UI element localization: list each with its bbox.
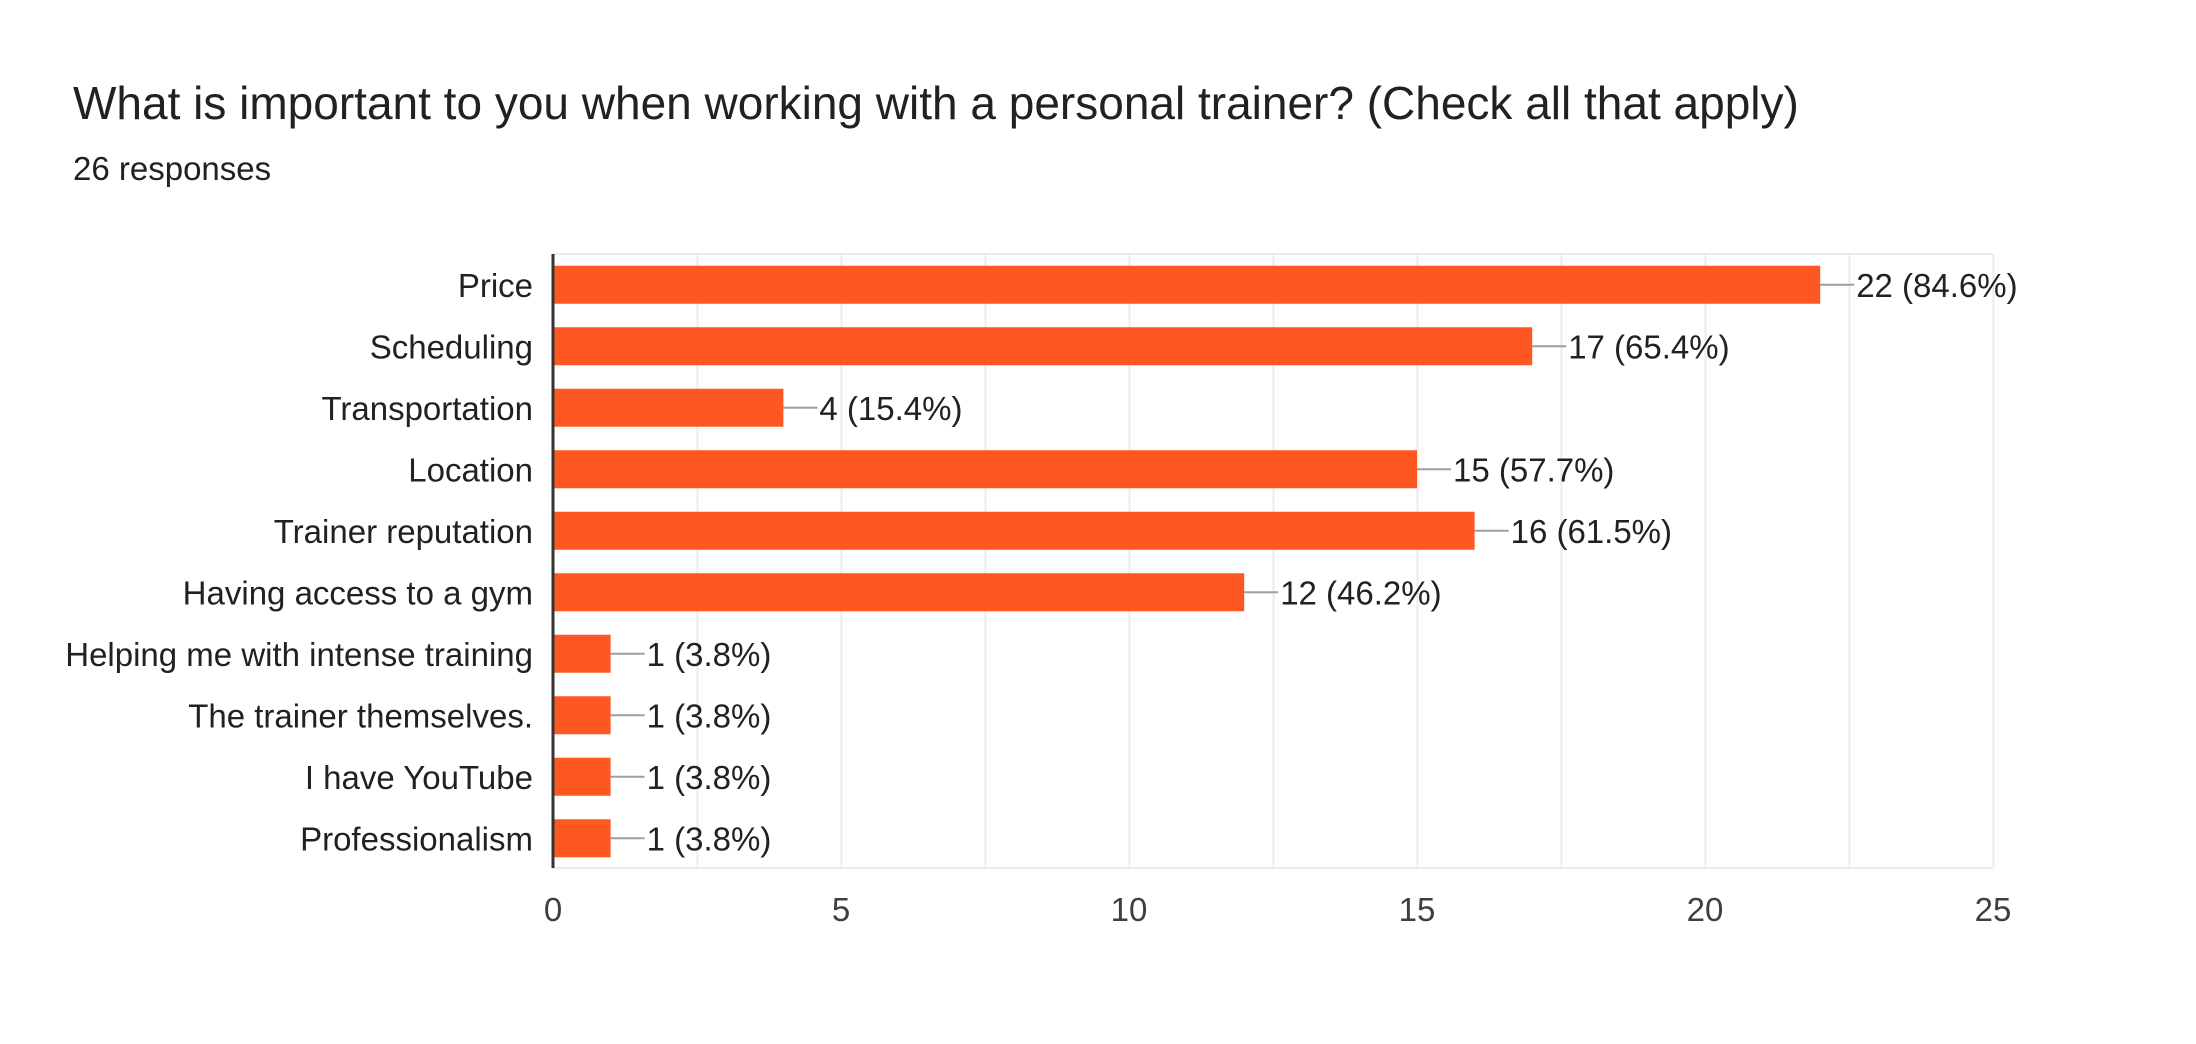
- bar: [553, 757, 611, 796]
- bar: [553, 265, 1821, 304]
- chart-title: What is important to you when working wi…: [73, 77, 1799, 129]
- response-count: 26 responses: [73, 150, 272, 187]
- bar: [553, 819, 611, 858]
- data-label: 1 (3.8%): [647, 636, 772, 673]
- bar: [553, 327, 1533, 366]
- category-label: I have YouTube: [305, 759, 533, 796]
- category-label: Professionalism: [300, 820, 533, 857]
- x-tick-label: 5: [832, 891, 850, 928]
- category-label: Scheduling: [370, 328, 533, 365]
- data-label: 16 (61.5%): [1511, 513, 1672, 550]
- data-label: 15 (57.7%): [1453, 451, 1614, 488]
- data-label: 1 (3.8%): [647, 697, 772, 734]
- data-label: 12 (46.2%): [1280, 574, 1441, 611]
- category-label: Trainer reputation: [274, 513, 533, 550]
- category-label: The trainer themselves.: [188, 697, 533, 734]
- data-label: 4 (15.4%): [819, 390, 962, 427]
- x-tick-label: 10: [1111, 891, 1148, 928]
- category-label: Having access to a gym: [183, 574, 533, 611]
- x-tick-label: 0: [544, 891, 562, 928]
- category-label: Helping me with intense training: [65, 636, 533, 673]
- category-label: Location: [408, 451, 533, 488]
- bar: [553, 696, 611, 735]
- bar: [553, 511, 1475, 550]
- data-label: 1 (3.8%): [647, 820, 772, 857]
- bar: [553, 388, 784, 427]
- data-label: 17 (65.4%): [1568, 328, 1729, 365]
- bar: [553, 450, 1417, 489]
- bar: [553, 573, 1245, 612]
- x-tick-label: 25: [1975, 891, 2012, 928]
- bar: [553, 634, 611, 673]
- x-tick-label: 20: [1687, 891, 1724, 928]
- data-label: 22 (84.6%): [1856, 267, 2017, 304]
- data-label: 1 (3.8%): [647, 759, 772, 796]
- x-tick-label: 15: [1399, 891, 1436, 928]
- category-label: Transportation: [321, 390, 533, 427]
- category-label: Price: [458, 267, 533, 304]
